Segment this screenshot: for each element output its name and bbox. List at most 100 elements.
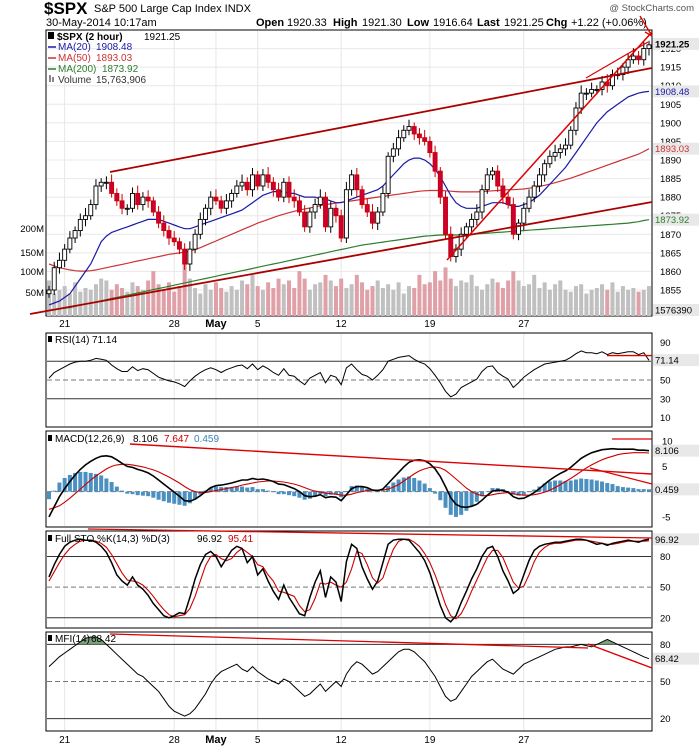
macd-short-line xyxy=(589,467,653,485)
candle-up xyxy=(250,174,255,191)
volume-bar xyxy=(386,284,391,316)
macd-hist-bar xyxy=(480,491,485,497)
candle-up xyxy=(83,215,88,220)
macd-hist-bar xyxy=(78,471,83,492)
high-label: High xyxy=(333,17,358,29)
macd-hist-bar xyxy=(615,486,620,492)
mfi-divergence-line xyxy=(109,633,589,649)
candle-up xyxy=(557,148,563,154)
macd-hist-bar xyxy=(333,491,338,495)
value-tag-text: 0.459 xyxy=(655,485,679,496)
candle-up xyxy=(578,92,584,109)
chg-label: Chg xyxy=(546,17,567,29)
candle-down xyxy=(213,196,219,202)
macd-hist-bar xyxy=(67,474,72,492)
indicator-tick-label: 90 xyxy=(660,338,671,349)
volume-bar xyxy=(459,280,464,316)
candle-up xyxy=(625,59,631,68)
macd-hist-bar xyxy=(313,491,318,497)
macd-hist-bar xyxy=(208,487,213,492)
macd-hist-bar xyxy=(224,487,229,492)
candle-up xyxy=(401,129,407,139)
rsi-value: 71.14 xyxy=(92,335,117,346)
candle-up xyxy=(56,259,62,269)
candle-up xyxy=(239,181,245,187)
macd-hist-bar xyxy=(344,491,349,492)
volume-tick-label: 150M xyxy=(20,248,44,259)
macd-hist-bar xyxy=(433,491,438,494)
macd-hist-bar xyxy=(626,487,631,492)
volume-bar xyxy=(260,289,265,316)
candle-down xyxy=(255,174,261,187)
macd-signal-line xyxy=(48,452,650,510)
volume-bar xyxy=(490,278,495,316)
price-tick-label: 1915 xyxy=(660,63,681,74)
volume-bar xyxy=(547,289,552,316)
volume-tick-label: 200M xyxy=(20,224,44,235)
indicator-tick-label: 20 xyxy=(660,714,671,725)
candle-up xyxy=(307,211,313,228)
x-label-top: 27 xyxy=(518,319,530,330)
volume-bar xyxy=(245,284,250,316)
macd-hist-bar xyxy=(245,487,250,492)
sto-d-line xyxy=(48,538,650,620)
price-tick-label: 1885 xyxy=(660,174,681,185)
volume-bar xyxy=(156,284,161,316)
candle-down xyxy=(276,189,282,198)
mfi-line xyxy=(48,636,650,717)
candle-up xyxy=(375,211,381,224)
sto-d-value: 95.41 xyxy=(228,534,253,545)
volume-bar xyxy=(193,287,198,316)
macd-hist-bar xyxy=(255,489,260,492)
ma200-legend-value: 1873.92 xyxy=(102,64,139,75)
x-label-top: 28 xyxy=(169,319,181,330)
price-tick-label: 1870 xyxy=(660,230,681,241)
macd-hist-bar xyxy=(422,483,427,492)
volume-bar xyxy=(93,284,98,316)
candle-up xyxy=(568,129,574,146)
macd-hist-bar xyxy=(469,491,474,507)
ma50-legend-label: MA(50) xyxy=(58,53,91,64)
watermark: @ StockCharts.com xyxy=(609,3,694,14)
macd-hist-bar xyxy=(443,491,448,508)
candle-up xyxy=(317,196,323,206)
sto-k-value: 96.92 xyxy=(197,534,222,545)
candle-up xyxy=(51,267,57,291)
volume-bar xyxy=(511,271,516,316)
volume-bar xyxy=(276,278,281,316)
volume-bar xyxy=(229,286,234,316)
volume-bar xyxy=(375,280,380,316)
volume-bar xyxy=(125,291,130,316)
macd-hist-bar xyxy=(83,471,88,492)
macd-hist-bar xyxy=(114,486,119,492)
volume-bar xyxy=(527,284,531,316)
indicator-tick-label: 50 xyxy=(660,376,671,387)
volume-bar xyxy=(83,287,88,316)
candle-up xyxy=(62,248,68,261)
macd-lines xyxy=(47,438,653,518)
macd-line xyxy=(48,447,650,518)
candle-down xyxy=(422,137,428,142)
candle-down xyxy=(333,207,339,217)
macd-hist-bar xyxy=(318,491,323,495)
price-legend-value: 1921.25 xyxy=(144,32,181,43)
mfi-legend: MFI(14) 68.42 xyxy=(48,634,116,645)
volume-bar xyxy=(485,284,490,316)
macd-title: MACD(12,26,9) xyxy=(55,434,124,445)
volume-bar xyxy=(412,287,417,316)
candle-up xyxy=(312,204,318,213)
volume-bar xyxy=(344,287,349,316)
price-panel xyxy=(45,29,653,317)
volume-bar xyxy=(579,284,584,316)
volume-bar xyxy=(219,287,224,316)
macd-hist-bar xyxy=(610,484,615,492)
volume-bar xyxy=(307,289,312,316)
price-legend-title: $SPX (2 hour) xyxy=(57,32,123,43)
macd-hist-bar xyxy=(412,477,417,492)
candle-up xyxy=(531,185,537,198)
candle-down xyxy=(510,204,516,235)
x-label-bottom: 12 xyxy=(336,735,348,746)
datetime: 30-May-2014 10:17am xyxy=(46,17,157,29)
high-value: 1921.30 xyxy=(362,17,402,29)
price-tick-label: 1890 xyxy=(660,156,681,167)
